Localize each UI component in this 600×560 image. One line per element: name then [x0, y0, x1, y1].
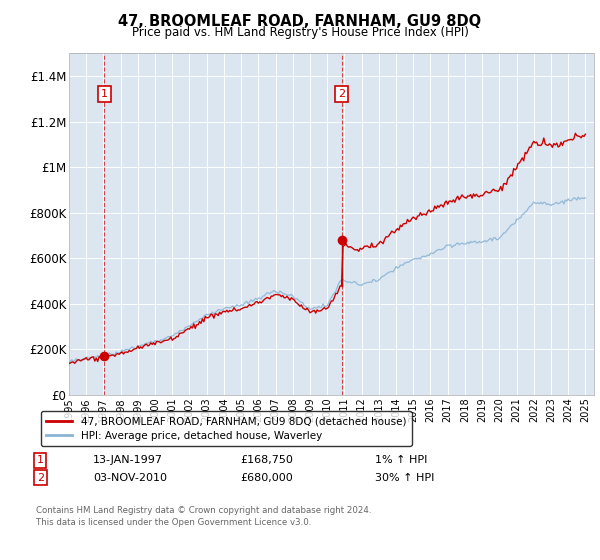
Text: 47, BROOMLEAF ROAD, FARNHAM, GU9 8DQ: 47, BROOMLEAF ROAD, FARNHAM, GU9 8DQ: [118, 14, 482, 29]
Text: 03-NOV-2010: 03-NOV-2010: [93, 473, 167, 483]
Text: £168,750: £168,750: [240, 455, 293, 465]
Text: 13-JAN-1997: 13-JAN-1997: [93, 455, 163, 465]
Text: Price paid vs. HM Land Registry's House Price Index (HPI): Price paid vs. HM Land Registry's House …: [131, 26, 469, 39]
Text: £680,000: £680,000: [240, 473, 293, 483]
Text: 2: 2: [37, 473, 44, 483]
Legend: 47, BROOMLEAF ROAD, FARNHAM, GU9 8DQ (detached house), HPI: Average price, detac: 47, BROOMLEAF ROAD, FARNHAM, GU9 8DQ (de…: [41, 411, 412, 446]
Text: 1: 1: [37, 455, 44, 465]
Text: 2: 2: [338, 89, 345, 99]
Text: Contains HM Land Registry data © Crown copyright and database right 2024.: Contains HM Land Registry data © Crown c…: [36, 506, 371, 515]
Text: 30% ↑ HPI: 30% ↑ HPI: [375, 473, 434, 483]
Text: This data is licensed under the Open Government Licence v3.0.: This data is licensed under the Open Gov…: [36, 518, 311, 527]
Text: 1: 1: [101, 89, 107, 99]
Text: 1% ↑ HPI: 1% ↑ HPI: [375, 455, 427, 465]
